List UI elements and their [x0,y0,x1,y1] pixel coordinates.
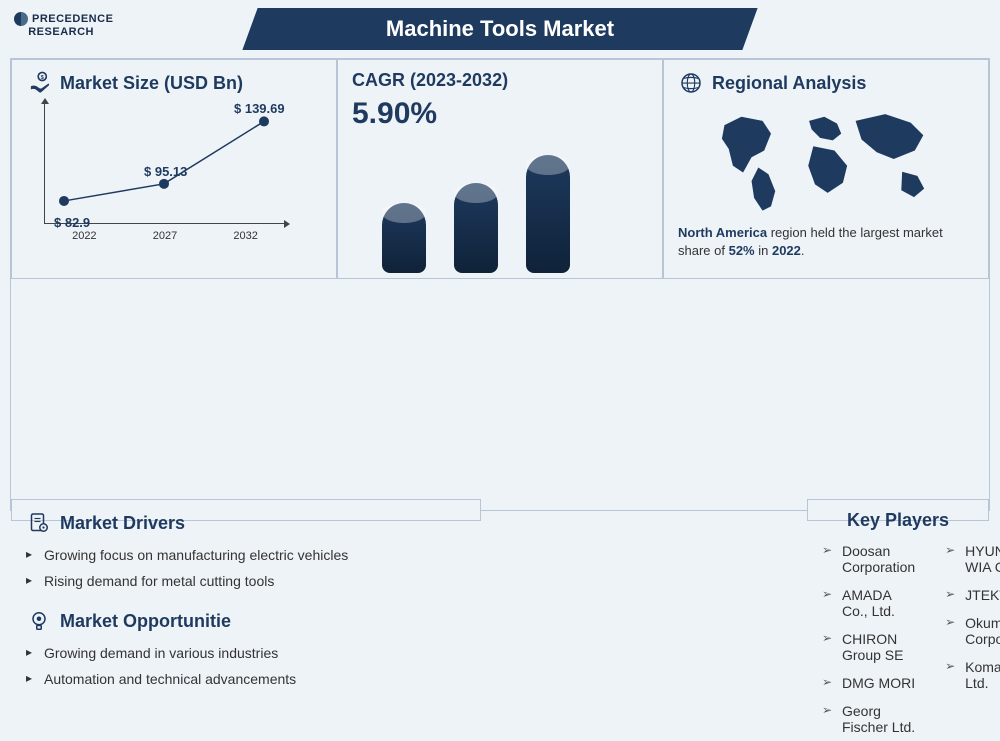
regional-heading: Regional Analysis [678,70,974,96]
cagr-bar [526,155,570,273]
brand-line1: PRECEDENCE [32,13,113,25]
list-item: HYUNDAI WIA CORP. [945,537,1000,581]
list-item: Growing demand in various industries [26,640,466,666]
regional-bold-share: 52% [729,243,755,258]
list-item: Komatsu Ltd. [945,653,1000,697]
regional-heading-text: Regional Analysis [712,73,866,94]
lightbulb-target-icon [26,608,52,634]
cagr-bar [454,183,498,273]
world-map [678,104,974,214]
regional-post: in [755,243,772,258]
list-item: Growing focus on manufacturing electric … [26,542,466,568]
xlabel-1: 2027 [153,230,177,242]
document-gear-icon [26,510,52,536]
drivers-heading-text: Market Drivers [60,513,185,534]
list-item: AMADA Co., Ltd. [822,581,915,625]
list-item: Doosan Corporation [822,537,915,581]
cagr-heading-text: CAGR (2023-2032) [352,70,508,91]
list-item: CHIRON Group SE [822,625,915,669]
list-item: DMG MORI [822,669,915,697]
drivers-heading: Market Drivers [26,510,466,536]
brand-logo: PRECEDENCE RESEARCH [14,12,113,38]
line-chart-x-labels: 2022 2027 2032 [44,230,286,242]
market-size-heading: $ Market Size (USD Bn) [26,70,322,96]
list-item: JTEKT [945,581,1000,609]
regional-end: . [801,243,805,258]
players-col-1: Doosan CorporationAMADA Co., Ltd.CHIRON … [822,537,915,741]
regional-summary: North America region held the largest ma… [678,224,974,260]
point-label-0: $ 82.9 [54,215,90,230]
panel-market-size: $ Market Size (USD Bn) 2022 2027 2032 $ … [11,59,337,279]
drivers-list: Growing focus on manufacturing electric … [26,542,466,594]
list-item: Okuma Corporation [945,609,1000,653]
list-item: Automation and technical advancements [26,666,466,692]
opps-heading-text: Market Opportunitie [60,611,231,632]
page-title: Machine Tools Market [386,16,614,42]
players-columns: Doosan CorporationAMADA Co., Ltd.CHIRON … [822,537,974,741]
xlabel-2: 2032 [233,230,257,242]
cagr-heading: CAGR (2023-2032) [352,70,648,91]
xlabel-0: 2022 [72,230,96,242]
opps-heading: Market Opportunitie [26,608,466,634]
brand-logo-icon [14,12,28,26]
brand-line2: RESEARCH [28,26,94,38]
point-label-2: $ 139.69 [234,101,285,116]
list-item: Georg Fischer Ltd. [822,697,915,741]
globe-icon [678,70,704,96]
players-col-2: HYUNDAI WIA CORP.JTEKTOkuma CorporationK… [945,537,1000,741]
panel-key-players: Key Players Doosan CorporationAMADA Co.,… [807,499,989,521]
cagr-value: 5.90% [352,97,648,131]
panel-drivers-opps: Market Drivers Growing focus on manufact… [11,499,481,521]
cagr-bar [382,203,426,273]
panel-cagr: CAGR (2023-2032) 5.90% [337,59,663,279]
point-label-1: $ 95.13 [144,164,187,179]
panel-regional: Regional Analysis North America region h… [663,59,989,279]
regional-bold-region: North America [678,225,767,240]
list-item: Rising demand for metal cutting tools [26,568,466,594]
infographic-grid: $ Market Size (USD Bn) 2022 2027 2032 $ … [10,58,990,511]
regional-bold-year: 2022 [772,243,801,258]
page-title-bar: Machine Tools Market [250,8,750,50]
money-hand-icon: $ [26,70,52,96]
market-size-heading-text: Market Size (USD Bn) [60,73,243,94]
opportunities-list: Growing demand in various industriesAuto… [26,640,466,692]
cagr-bar-chart [352,143,648,273]
market-size-line-chart: 2022 2027 2032 $ 82.9 $ 95.13 $ 139.69 [26,102,286,242]
